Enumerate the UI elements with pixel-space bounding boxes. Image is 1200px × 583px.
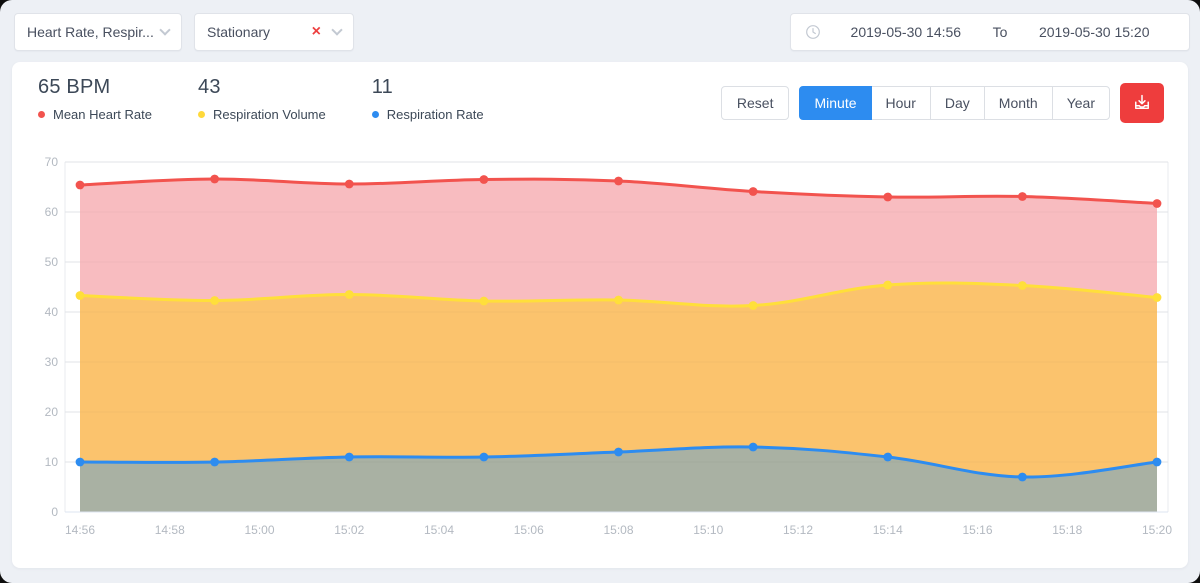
y-tick-label: 0 <box>51 505 58 519</box>
granularity-group: Minute Hour Day Month Year <box>799 86 1110 120</box>
chart-point[interactable] <box>614 447 623 457</box>
chart-point[interactable] <box>344 179 354 189</box>
y-tick-label: 60 <box>45 205 59 219</box>
chart-point[interactable] <box>614 295 623 305</box>
x-tick-label: 15:04 <box>424 523 454 537</box>
y-axis-labels: 0 10 20 30 40 50 60 70 <box>45 155 59 519</box>
legend-dot-respiration-volume-icon <box>198 111 205 118</box>
legend-dot-heart-rate-icon <box>38 111 45 118</box>
granularity-button-year[interactable]: Year <box>1051 86 1110 120</box>
stat-label: Mean Heart Rate <box>53 107 152 122</box>
y-tick-label: 40 <box>45 305 59 319</box>
chart-point[interactable] <box>210 296 220 305</box>
stat-value: 65 BPM <box>38 76 111 98</box>
chevron-down-icon <box>159 24 171 36</box>
stat-mean-heart-rate: 65 BPM Mean Heart Rate <box>38 76 152 122</box>
chart-point[interactable] <box>1017 281 1027 290</box>
x-tick-label: 15:18 <box>1052 523 1082 537</box>
x-axis-labels: 14:56 14:58 15:00 15:02 15:04 15:06 15:08 15:10… <box>65 523 1172 537</box>
y-tick-label: 50 <box>45 255 59 269</box>
main-card: 65 BPM Mean Heart Rate 43 Respiration Vo… <box>12 62 1188 568</box>
chart-point[interactable] <box>748 301 758 310</box>
chart-point[interactable] <box>210 174 220 184</box>
chart-point[interactable] <box>748 187 758 196</box>
chart-point[interactable] <box>479 452 489 462</box>
controls-row: Reset Minute Hour Day Month Year <box>720 82 1164 124</box>
chart-point[interactable] <box>75 457 85 467</box>
granularity-button-month[interactable]: Month <box>983 86 1053 120</box>
x-tick-label: 15:20 <box>1142 523 1172 537</box>
x-tick-label: 15:16 <box>962 523 992 537</box>
date-range-start: 2019-05-30 14:56 <box>850 24 962 40</box>
x-tick-label: 15:10 <box>693 523 723 537</box>
granularity-button-hour[interactable]: Hour <box>870 86 931 120</box>
download-icon <box>1131 92 1153 114</box>
x-tick-label: 14:56 <box>65 523 95 537</box>
x-tick-label: 15:06 <box>514 523 544 537</box>
chart-point[interactable] <box>479 296 489 306</box>
activity-select-value: Stationary <box>207 24 271 40</box>
chart-point[interactable] <box>1152 293 1162 302</box>
download-button[interactable] <box>1120 83 1164 123</box>
stats-row: 65 BPM Mean Heart Rate 43 Respiration Vo… <box>38 76 484 122</box>
chart[interactable]: 0 10 20 30 40 50 60 70 14:56 14:58 15:00 15:02 15:04… <box>12 146 1188 558</box>
metric-select-value: Heart Rate, Respir... <box>27 24 154 40</box>
y-tick-label: 10 <box>45 455 59 469</box>
x-tick-label: 15:14 <box>873 523 903 537</box>
clock-icon <box>805 24 821 40</box>
y-tick-label: 30 <box>45 355 59 369</box>
chart-point[interactable] <box>1017 472 1027 482</box>
x-tick-label: 15:08 <box>603 523 633 537</box>
points-respiration-volume <box>75 280 1162 310</box>
x-tick-label: 14:58 <box>155 523 185 537</box>
points-mean-heart-rate <box>75 174 1162 208</box>
area-fill-respiration-rate <box>80 446 1157 512</box>
points-respiration-rate <box>75 442 1162 482</box>
x-tick-label: 15:00 <box>244 523 274 537</box>
date-range-end: 2019-05-30 15:20 <box>1038 24 1150 40</box>
chart-point[interactable] <box>75 291 85 300</box>
activity-select[interactable]: Stationary × <box>194 13 354 51</box>
chart-point[interactable] <box>883 452 893 462</box>
chart-point[interactable] <box>883 280 893 290</box>
chart-point[interactable] <box>1152 199 1162 208</box>
chart-point[interactable] <box>344 290 354 299</box>
date-range-separator: To <box>992 24 1008 40</box>
granularity-button-day[interactable]: Day <box>929 86 985 120</box>
clear-selection-icon[interactable]: × <box>311 23 321 40</box>
y-tick-label: 70 <box>45 155 59 169</box>
chart-point[interactable] <box>75 180 85 190</box>
chart-point[interactable] <box>479 175 489 184</box>
stat-value: 43 <box>198 76 221 98</box>
stat-label: Respiration Volume <box>213 107 326 122</box>
top-bar: Heart Rate, Respir... Stationary × 2019-… <box>0 0 1200 62</box>
legend-dot-respiration-rate-icon <box>371 111 379 118</box>
stat-respiration-volume: 43 Respiration Volume <box>198 76 326 122</box>
chart-point[interactable] <box>210 457 220 467</box>
chart-point[interactable] <box>883 192 893 202</box>
y-tick-label: 20 <box>45 405 59 419</box>
chart-point[interactable] <box>1152 457 1162 467</box>
stat-respiration-rate: 11 Respiration Rate <box>371 76 484 122</box>
x-tick-label: 15:12 <box>783 523 813 537</box>
stat-value: 11 <box>371 76 393 98</box>
metric-select[interactable]: Heart Rate, Respir... <box>14 13 182 51</box>
reset-button[interactable]: Reset <box>720 86 790 120</box>
chart-point[interactable] <box>1017 192 1027 201</box>
stat-label: Respiration Rate <box>386 107 484 122</box>
chart-point[interactable] <box>748 442 758 452</box>
chart-point[interactable] <box>344 452 354 462</box>
date-range-picker[interactable]: 2019-05-30 14:56 To 2019-05-30 15:20 <box>790 13 1190 51</box>
granularity-button-minute[interactable]: Minute <box>799 86 872 120</box>
x-tick-label: 15:02 <box>334 523 364 537</box>
chart-point[interactable] <box>614 176 623 186</box>
chevron-down-icon <box>331 24 343 36</box>
